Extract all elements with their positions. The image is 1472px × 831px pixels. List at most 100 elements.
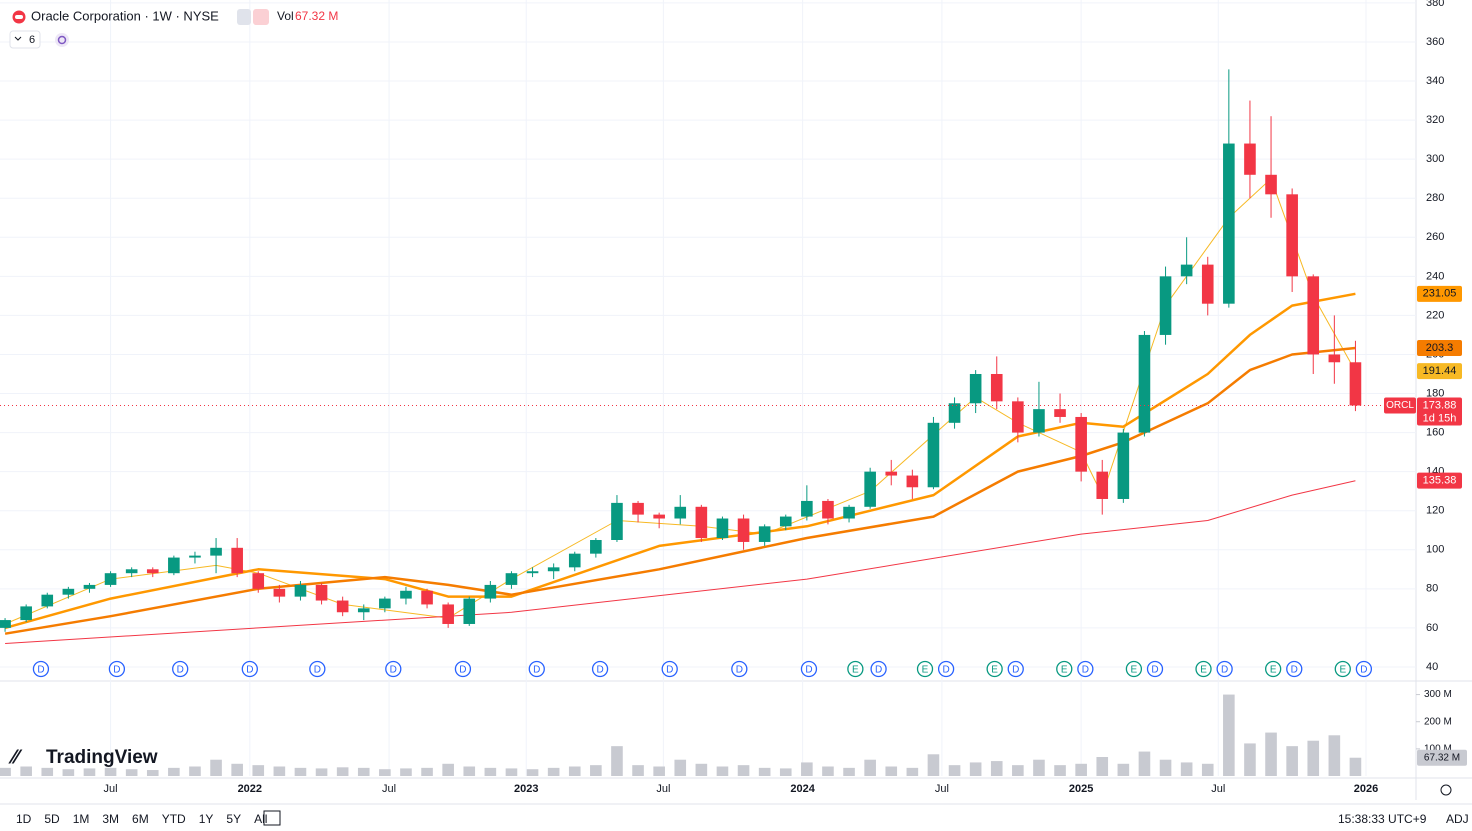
y-tick-label: 360 <box>1426 36 1444 48</box>
volume-bar <box>1117 763 1130 776</box>
compare-icon[interactable] <box>263 810 281 826</box>
range-button[interactable]: YTD <box>162 812 186 826</box>
volume-bar <box>231 763 243 776</box>
event-label: D <box>459 665 466 676</box>
candle-layer <box>0 69 1362 632</box>
event-marker[interactable] <box>528 660 545 678</box>
event-marker[interactable] <box>591 660 609 678</box>
clock: 15:38:33 UTC+9 <box>1338 812 1427 826</box>
volume-bar <box>1265 732 1277 776</box>
event-marker[interactable] <box>870 660 887 678</box>
moving-average-line <box>5 480 1356 644</box>
range-button[interactable]: All <box>254 812 267 826</box>
volume-bar <box>273 766 286 776</box>
event-marker[interactable] <box>1056 660 1073 678</box>
candle-body <box>1328 354 1341 363</box>
range-button[interactable]: 1Y <box>199 812 214 826</box>
event-marker[interactable] <box>108 660 126 678</box>
candle-body <box>1265 174 1277 195</box>
candle-body <box>104 573 117 585</box>
x-tick-label: 2023 <box>514 783 538 795</box>
event-marker[interactable] <box>1146 660 1164 678</box>
range-button[interactable]: 5D <box>44 812 60 826</box>
event-marker[interactable] <box>1355 660 1373 678</box>
event-marker[interactable] <box>986 660 1003 678</box>
candle-body <box>336 600 349 613</box>
event-marker[interactable] <box>847 660 864 678</box>
candle-body <box>315 584 328 601</box>
event-marker[interactable] <box>661 660 678 678</box>
moving-average-line <box>4 346 1356 635</box>
y-tick-label: 180 <box>1426 387 1444 399</box>
event-label: E <box>1200 665 1207 676</box>
candle-body <box>210 547 222 556</box>
candle-body <box>1159 276 1172 335</box>
volume-bar <box>885 766 898 776</box>
event-marker[interactable] <box>1286 660 1303 678</box>
volume-bar <box>104 767 117 776</box>
indicator-toggle[interactable] <box>9 30 41 49</box>
volume-bar <box>1033 759 1045 776</box>
candle-body <box>864 471 876 507</box>
range-button[interactable]: 3M <box>102 812 119 826</box>
event-marker[interactable] <box>1195 660 1212 678</box>
event-marker[interactable] <box>1265 660 1282 678</box>
refresh-icon-mark <box>57 35 67 45</box>
x-tick-label: Jul <box>382 783 396 795</box>
event-marker[interactable] <box>800 660 818 678</box>
range-button[interactable]: 1D <box>16 812 32 826</box>
candle-body <box>969 373 982 404</box>
event-label: D <box>596 665 603 676</box>
event-marker[interactable] <box>731 660 748 678</box>
event-marker[interactable] <box>1077 660 1094 678</box>
ma-price-tag-bg <box>1417 472 1462 489</box>
event-label: D <box>314 665 321 676</box>
candle-body <box>1307 276 1320 355</box>
volume-bar <box>1244 743 1256 776</box>
volume-bar <box>400 768 412 776</box>
candle-body <box>231 547 243 574</box>
y-tick-label: 280 <box>1426 192 1444 204</box>
event-marker[interactable] <box>172 660 189 678</box>
refresh-icon[interactable] <box>55 33 69 47</box>
candle-body <box>273 588 286 597</box>
event-marker[interactable] <box>1125 660 1143 678</box>
volume-bar <box>1201 763 1214 776</box>
candle-body <box>146 569 159 574</box>
candle-body <box>1033 409 1045 433</box>
event-label: D <box>113 665 120 676</box>
candle-body <box>611 502 623 540</box>
candle-body <box>695 506 708 539</box>
event-marker[interactable] <box>241 660 258 678</box>
range-button[interactable]: 5Y <box>226 812 241 826</box>
volume-bar <box>590 765 602 776</box>
volume-bar <box>632 765 644 776</box>
volume-bar <box>1349 757 1362 776</box>
event-marker[interactable] <box>1334 660 1351 678</box>
candle-body <box>716 518 729 539</box>
event-marker[interactable] <box>309 660 326 678</box>
event-label: E <box>1270 665 1277 676</box>
event-marker[interactable] <box>937 660 955 678</box>
event-marker[interactable] <box>32 660 50 678</box>
range-button[interactable]: 1M <box>73 812 90 826</box>
event-marker[interactable] <box>916 660 934 678</box>
event-marker[interactable] <box>1007 660 1024 678</box>
event-marker[interactable] <box>1216 660 1233 678</box>
volume-tag-bg <box>1417 749 1467 766</box>
candle-body <box>1180 264 1193 277</box>
event-marker[interactable] <box>454 660 472 678</box>
event-label: D <box>37 665 44 676</box>
candle-body <box>843 506 855 519</box>
settings-icon[interactable] <box>1440 784 1452 796</box>
volume-bar <box>62 769 75 776</box>
ma-price-tag: 135.38 <box>1423 475 1457 487</box>
volume-bar <box>484 767 497 776</box>
event-marker[interactable] <box>385 660 402 678</box>
adj-button[interactable]: ADJ <box>1446 812 1469 826</box>
y-tick-label: 60 <box>1426 622 1438 634</box>
event-label: D <box>736 665 743 676</box>
range-button[interactable]: 6M <box>132 812 149 826</box>
volume-bar <box>568 766 581 776</box>
volume-bar <box>168 767 180 776</box>
